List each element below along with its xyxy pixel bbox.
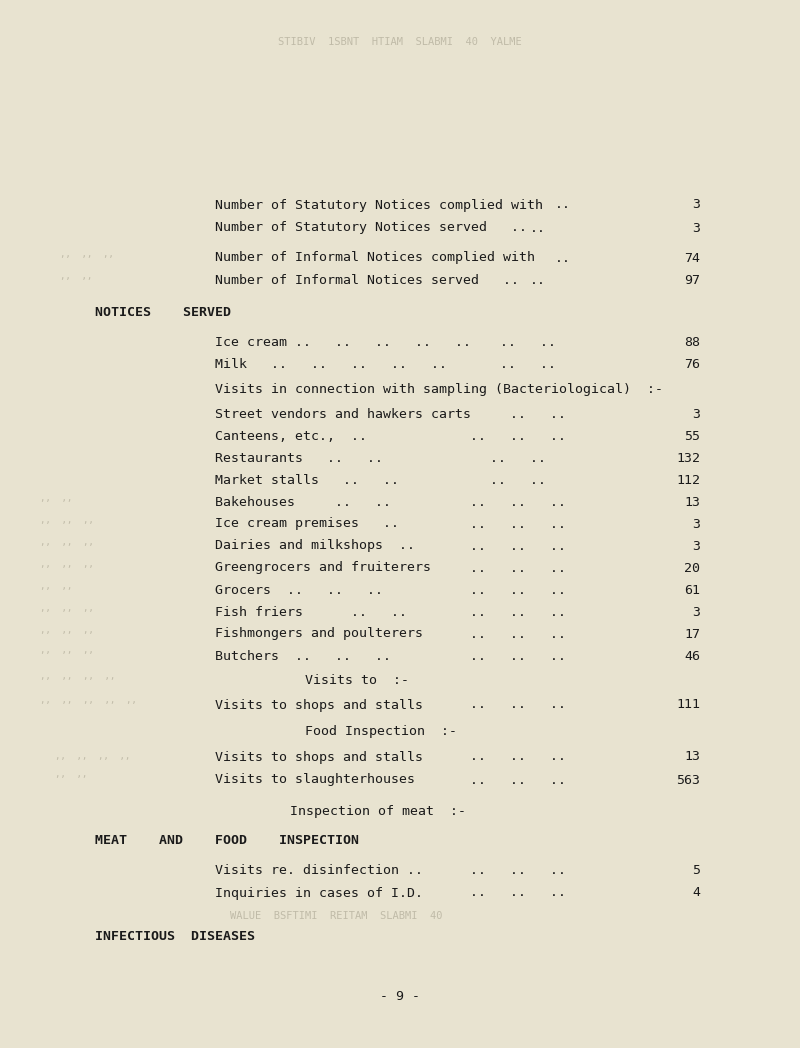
Text: Dairies and milkshops  ..: Dairies and milkshops .. xyxy=(215,540,415,552)
Text: Inquiries in cases of I.D.: Inquiries in cases of I.D. xyxy=(215,887,423,899)
Text: Bakehouses     ..   ..: Bakehouses .. .. xyxy=(215,497,391,509)
Text: 563: 563 xyxy=(676,773,700,786)
Text: ..   ..: .. .. xyxy=(500,358,556,371)
Text: ..   ..   ..: .. .. .. xyxy=(470,628,566,640)
Text: 3: 3 xyxy=(692,409,700,421)
Text: ,,  ,,  ,,: ,, ,, ,, xyxy=(40,538,94,546)
Text: 74: 74 xyxy=(684,252,700,264)
Text: Street vendors and hawkers carts: Street vendors and hawkers carts xyxy=(215,409,471,421)
Text: 88: 88 xyxy=(684,335,700,349)
Text: Visits re. disinfection ..: Visits re. disinfection .. xyxy=(215,864,423,876)
Text: 3: 3 xyxy=(692,198,700,212)
Text: Milk   ..   ..   ..   ..   ..: Milk .. .. .. .. .. xyxy=(215,358,447,371)
Text: Ice cream ..   ..   ..   ..   ..: Ice cream .. .. .. .. .. xyxy=(215,335,471,349)
Text: 3: 3 xyxy=(692,221,700,235)
Text: ,,  ,,  ,,: ,, ,, ,, xyxy=(40,646,94,655)
Text: Visits to shops and stalls: Visits to shops and stalls xyxy=(215,699,423,712)
Text: Number of Informal Notices served   ..: Number of Informal Notices served .. xyxy=(215,274,519,286)
Text: 112: 112 xyxy=(676,475,700,487)
Text: ,,  ,,: ,, ,, xyxy=(55,770,87,780)
Text: 17: 17 xyxy=(684,628,700,640)
Text: 20: 20 xyxy=(684,562,700,574)
Text: Number of Informal Notices complied with: Number of Informal Notices complied with xyxy=(215,252,535,264)
Text: ..   ..   ..: .. .. .. xyxy=(470,887,566,899)
Text: ,,  ,,  ,,  ,,: ,, ,, ,, ,, xyxy=(55,752,130,762)
Text: ,,  ,,  ,,: ,, ,, ,, xyxy=(40,626,94,634)
Text: ..: .. xyxy=(530,221,546,235)
Text: 111: 111 xyxy=(676,699,700,712)
Text: 46: 46 xyxy=(684,650,700,662)
Text: WALUE  BSFTIMI  REITAM  SLABMI  40: WALUE BSFTIMI REITAM SLABMI 40 xyxy=(230,911,442,921)
Text: 5: 5 xyxy=(692,864,700,876)
Text: ..   ..: .. .. xyxy=(500,335,556,349)
Text: ..   ..   ..: .. .. .. xyxy=(470,540,566,552)
Text: ..: .. xyxy=(555,198,571,212)
Text: ,,  ,,  ,,: ,, ,, ,, xyxy=(40,604,94,612)
Text: INFECTIOUS  DISEASES: INFECTIOUS DISEASES xyxy=(95,930,255,942)
Text: Market stalls   ..   ..: Market stalls .. .. xyxy=(215,475,399,487)
Text: Restaurants   ..   ..: Restaurants .. .. xyxy=(215,453,383,465)
Text: 3: 3 xyxy=(692,540,700,552)
Text: 4: 4 xyxy=(692,887,700,899)
Text: ..   ..: .. .. xyxy=(510,409,566,421)
Text: ..: .. xyxy=(530,274,546,286)
Text: ..   ..   ..: .. .. .. xyxy=(470,699,566,712)
Text: ,,  ,,: ,, ,, xyxy=(40,582,72,590)
Text: Fishmongers and poulterers: Fishmongers and poulterers xyxy=(215,628,423,640)
Text: 97: 97 xyxy=(684,274,700,286)
Text: ..   ..   ..: .. .. .. xyxy=(470,750,566,764)
Text: 61: 61 xyxy=(684,584,700,596)
Text: ..   ..   ..: .. .. .. xyxy=(470,562,566,574)
Text: ,,  ,,  ,,: ,, ,, ,, xyxy=(60,249,114,259)
Text: Butchers  ..   ..   ..: Butchers .. .. .. xyxy=(215,650,391,662)
Text: ,,  ,,: ,, ,, xyxy=(40,494,72,502)
Text: ..   ..: .. .. xyxy=(490,475,546,487)
Text: MEAT    AND    FOOD    INSPECTION: MEAT AND FOOD INSPECTION xyxy=(95,833,359,847)
Text: ..   ..   ..: .. .. .. xyxy=(470,431,566,443)
Text: Fish friers      ..   ..: Fish friers .. .. xyxy=(215,606,407,618)
Text: ..   ..   ..: .. .. .. xyxy=(470,518,566,530)
Text: 13: 13 xyxy=(684,497,700,509)
Text: 132: 132 xyxy=(676,453,700,465)
Text: - 9 -: - 9 - xyxy=(380,989,420,1003)
Text: ,,  ,,  ,,  ,,  ,,: ,, ,, ,, ,, ,, xyxy=(40,696,137,704)
Text: Visits to slaughterhouses: Visits to slaughterhouses xyxy=(215,773,415,786)
Text: STIBIV  1SBNT  HTIAM  SLABMI  40  YALME: STIBIV 1SBNT HTIAM SLABMI 40 YALME xyxy=(278,37,522,47)
Text: Inspection of meat  :-: Inspection of meat :- xyxy=(290,806,466,818)
Text: Visits in connection with sampling (Bacteriological)  :-: Visits in connection with sampling (Bact… xyxy=(215,384,663,396)
Text: Ice cream premises   ..: Ice cream premises .. xyxy=(215,518,399,530)
Text: ,,  ,,  ,,: ,, ,, ,, xyxy=(40,560,94,568)
Text: Food Inspection  :-: Food Inspection :- xyxy=(305,724,457,738)
Text: ..   ..   ..: .. .. .. xyxy=(470,606,566,618)
Text: ..: .. xyxy=(555,252,571,264)
Text: Visits to shops and stalls: Visits to shops and stalls xyxy=(215,750,423,764)
Text: ,,  ,,  ,,  ,,: ,, ,, ,, ,, xyxy=(40,672,115,680)
Text: Visits to  :-: Visits to :- xyxy=(305,675,409,687)
Text: ..   ..   ..: .. .. .. xyxy=(470,584,566,596)
Text: 3: 3 xyxy=(692,606,700,618)
Text: Number of Statutory Notices complied with: Number of Statutory Notices complied wit… xyxy=(215,198,543,212)
Text: ..   ..   ..: .. .. .. xyxy=(470,773,566,786)
Text: Number of Statutory Notices served   ..: Number of Statutory Notices served .. xyxy=(215,221,527,235)
Text: NOTICES    SERVED: NOTICES SERVED xyxy=(95,306,231,320)
Text: 55: 55 xyxy=(684,431,700,443)
Text: ..   ..   ..: .. .. .. xyxy=(470,864,566,876)
Text: Grocers  ..   ..   ..: Grocers .. .. .. xyxy=(215,584,383,596)
Text: ..   ..   ..: .. .. .. xyxy=(470,650,566,662)
Text: Canteens, etc.,  ..: Canteens, etc., .. xyxy=(215,431,367,443)
Text: Greengrocers and fruiterers: Greengrocers and fruiterers xyxy=(215,562,431,574)
Text: ..   ..   ..: .. .. .. xyxy=(470,497,566,509)
Text: ,,  ,,  ,,: ,, ,, ,, xyxy=(40,516,94,524)
Text: ,,  ,,: ,, ,, xyxy=(60,271,92,281)
Text: ..   ..: .. .. xyxy=(490,453,546,465)
Text: 76: 76 xyxy=(684,358,700,371)
Text: 13: 13 xyxy=(684,750,700,764)
Text: 3: 3 xyxy=(692,518,700,530)
